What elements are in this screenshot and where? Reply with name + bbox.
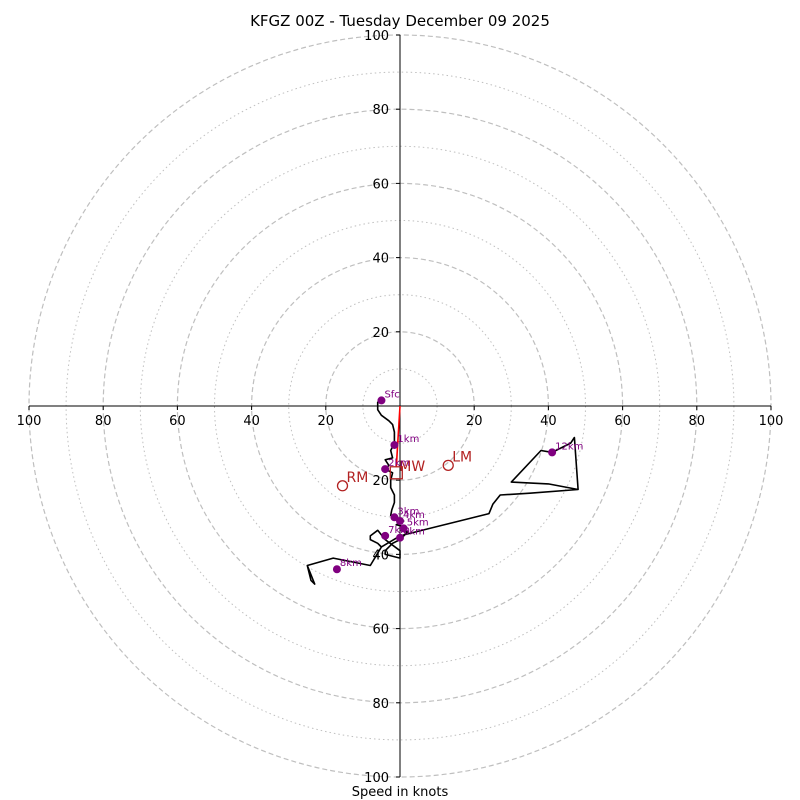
y-tick-label: 40	[372, 548, 389, 563]
height-label-Sfc: Sfc	[384, 389, 399, 400]
bulk-shear-vector	[395, 405, 401, 468]
tick-labels: 100 80 60 40 20 20 40 60 80 100 100 80 60 40 20 20 40 60 8…	[17, 29, 784, 786]
y-tick-label: 20	[372, 474, 389, 489]
x-tick-label: 60	[169, 414, 186, 429]
height-label-1km: 1km	[397, 434, 419, 445]
right-mover-label: RM	[346, 470, 368, 486]
height-label-4km: 4km	[403, 510, 425, 521]
right-mover-marker	[336, 480, 349, 492]
storm-motion-group: RM LM MW	[336, 449, 472, 492]
x-tick-label: 100	[759, 414, 784, 429]
height-marker-6km	[396, 533, 404, 542]
height-label-3km: 3km	[397, 506, 419, 517]
height-label-8km: 8km	[340, 558, 362, 569]
height-marker-Sfc	[377, 396, 386, 405]
height-marker-7km	[381, 531, 390, 540]
height-label-5km: 5km	[407, 517, 429, 528]
shear-vector-group	[395, 405, 401, 468]
mean-wind-label: MW	[399, 459, 425, 475]
left-mover-label: LM	[452, 449, 472, 465]
x-tick-label: 60	[614, 414, 631, 429]
y-tick-label: 100	[364, 29, 389, 44]
height-label-6km: 6km	[403, 527, 425, 538]
y-tick-label: 60	[372, 177, 389, 192]
y-tick-label: 40	[372, 252, 389, 267]
mean-wind-marker	[389, 466, 403, 480]
x-tick-label: 100	[17, 414, 42, 429]
x-axis-label: Speed in knots	[352, 785, 449, 800]
height-marker-4km	[396, 517, 404, 526]
height-marker-2km	[381, 465, 390, 474]
x-tick-label: 20	[466, 414, 483, 429]
left-mover-marker	[442, 459, 454, 472]
y-tick-label: 80	[372, 103, 389, 118]
height-label-7km: 7km	[388, 525, 410, 536]
x-tick-label: 80	[95, 414, 112, 429]
height-marker-8km	[332, 565, 341, 574]
height-label-12km: 12km	[555, 441, 583, 452]
y-tick-label: 60	[372, 623, 389, 638]
chart-title: KFGZ 00Z - Tuesday December 09 2025	[250, 12, 550, 30]
height-marker-1km	[390, 440, 399, 449]
x-tick-label: 20	[318, 414, 335, 429]
x-tick-label: 40	[540, 414, 557, 429]
hodograph-trace	[306, 398, 579, 585]
height-marker-5km	[399, 524, 408, 533]
x-tick-label: 80	[689, 414, 706, 429]
x-tick-label: 40	[243, 414, 260, 429]
height-label-2km: 2km	[388, 458, 410, 469]
y-tick-label: 80	[372, 697, 389, 712]
height-marker-3km	[390, 513, 399, 522]
height-marker-12km	[548, 448, 557, 457]
y-tick-label: 100	[364, 771, 389, 786]
hodograph-trace-group	[306, 398, 579, 585]
y-tick-label: 20	[372, 326, 389, 341]
